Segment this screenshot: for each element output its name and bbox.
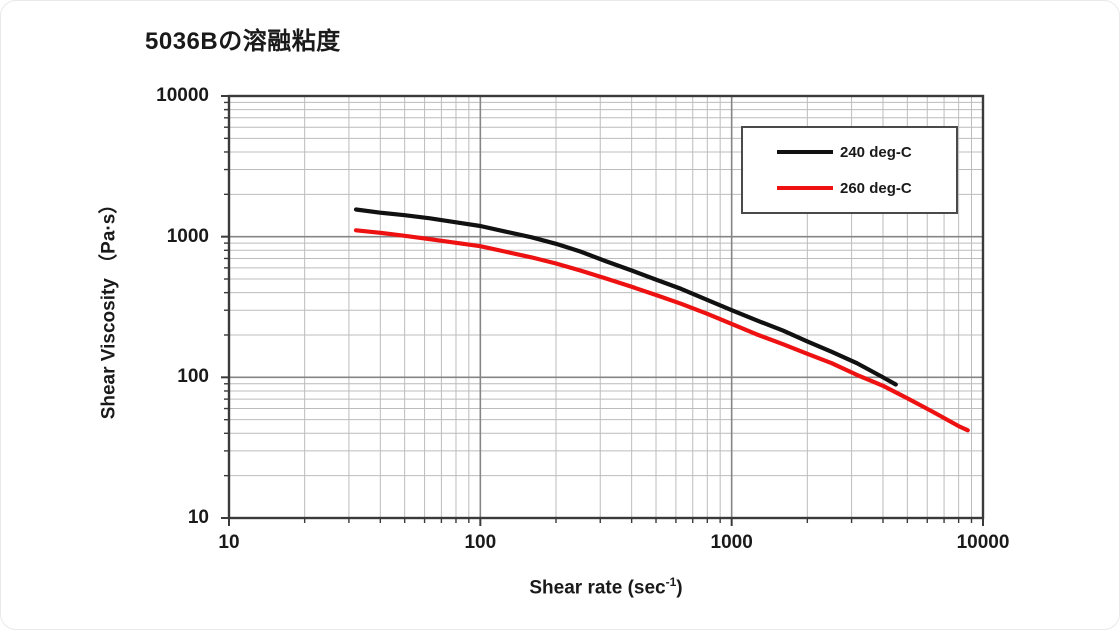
plot-frame xyxy=(227,94,985,520)
x-tick-label-10000: 10000 xyxy=(956,532,1010,553)
legend-label-260-deg-c: 260 deg-C xyxy=(840,179,912,197)
y-tick-label-10000: 10000 xyxy=(156,85,209,106)
y-axis-title: Shear Viscosity （Pa·s） xyxy=(98,194,120,420)
legend-label-240-deg-c: 240 deg-C xyxy=(840,143,912,161)
y-tick-label-1000: 1000 xyxy=(166,225,209,247)
x-axis-title-superscript: -1 xyxy=(665,575,677,589)
x-axis-title: Shear rate (sec-1) xyxy=(529,575,682,599)
legend-item-240-deg-c: 240 deg-C xyxy=(777,144,956,161)
legend-swatch-240-deg-c xyxy=(777,150,833,154)
legend-item-260-deg-c: 260 deg-C xyxy=(777,180,956,197)
x-axis-title-close: ) xyxy=(676,577,683,599)
series-260-deg-c-line xyxy=(353,228,970,433)
x-axis-title-text: Shear rate (sec xyxy=(529,577,666,599)
legend-box: 240 deg-C 260 deg-C xyxy=(741,126,958,214)
legend-swatch-260-deg-c xyxy=(777,186,833,190)
series-240-deg-c-line xyxy=(353,207,898,387)
x-tick-label-10: 10 xyxy=(218,532,240,553)
y-tick-label-10: 10 xyxy=(187,507,209,528)
x-tick-label-1000: 1000 xyxy=(710,532,753,553)
y-tick-label-100: 100 xyxy=(177,366,209,388)
x-tick-label-100: 100 xyxy=(464,532,497,553)
chart-title: 5036Bの溶融粘度 xyxy=(145,28,341,55)
